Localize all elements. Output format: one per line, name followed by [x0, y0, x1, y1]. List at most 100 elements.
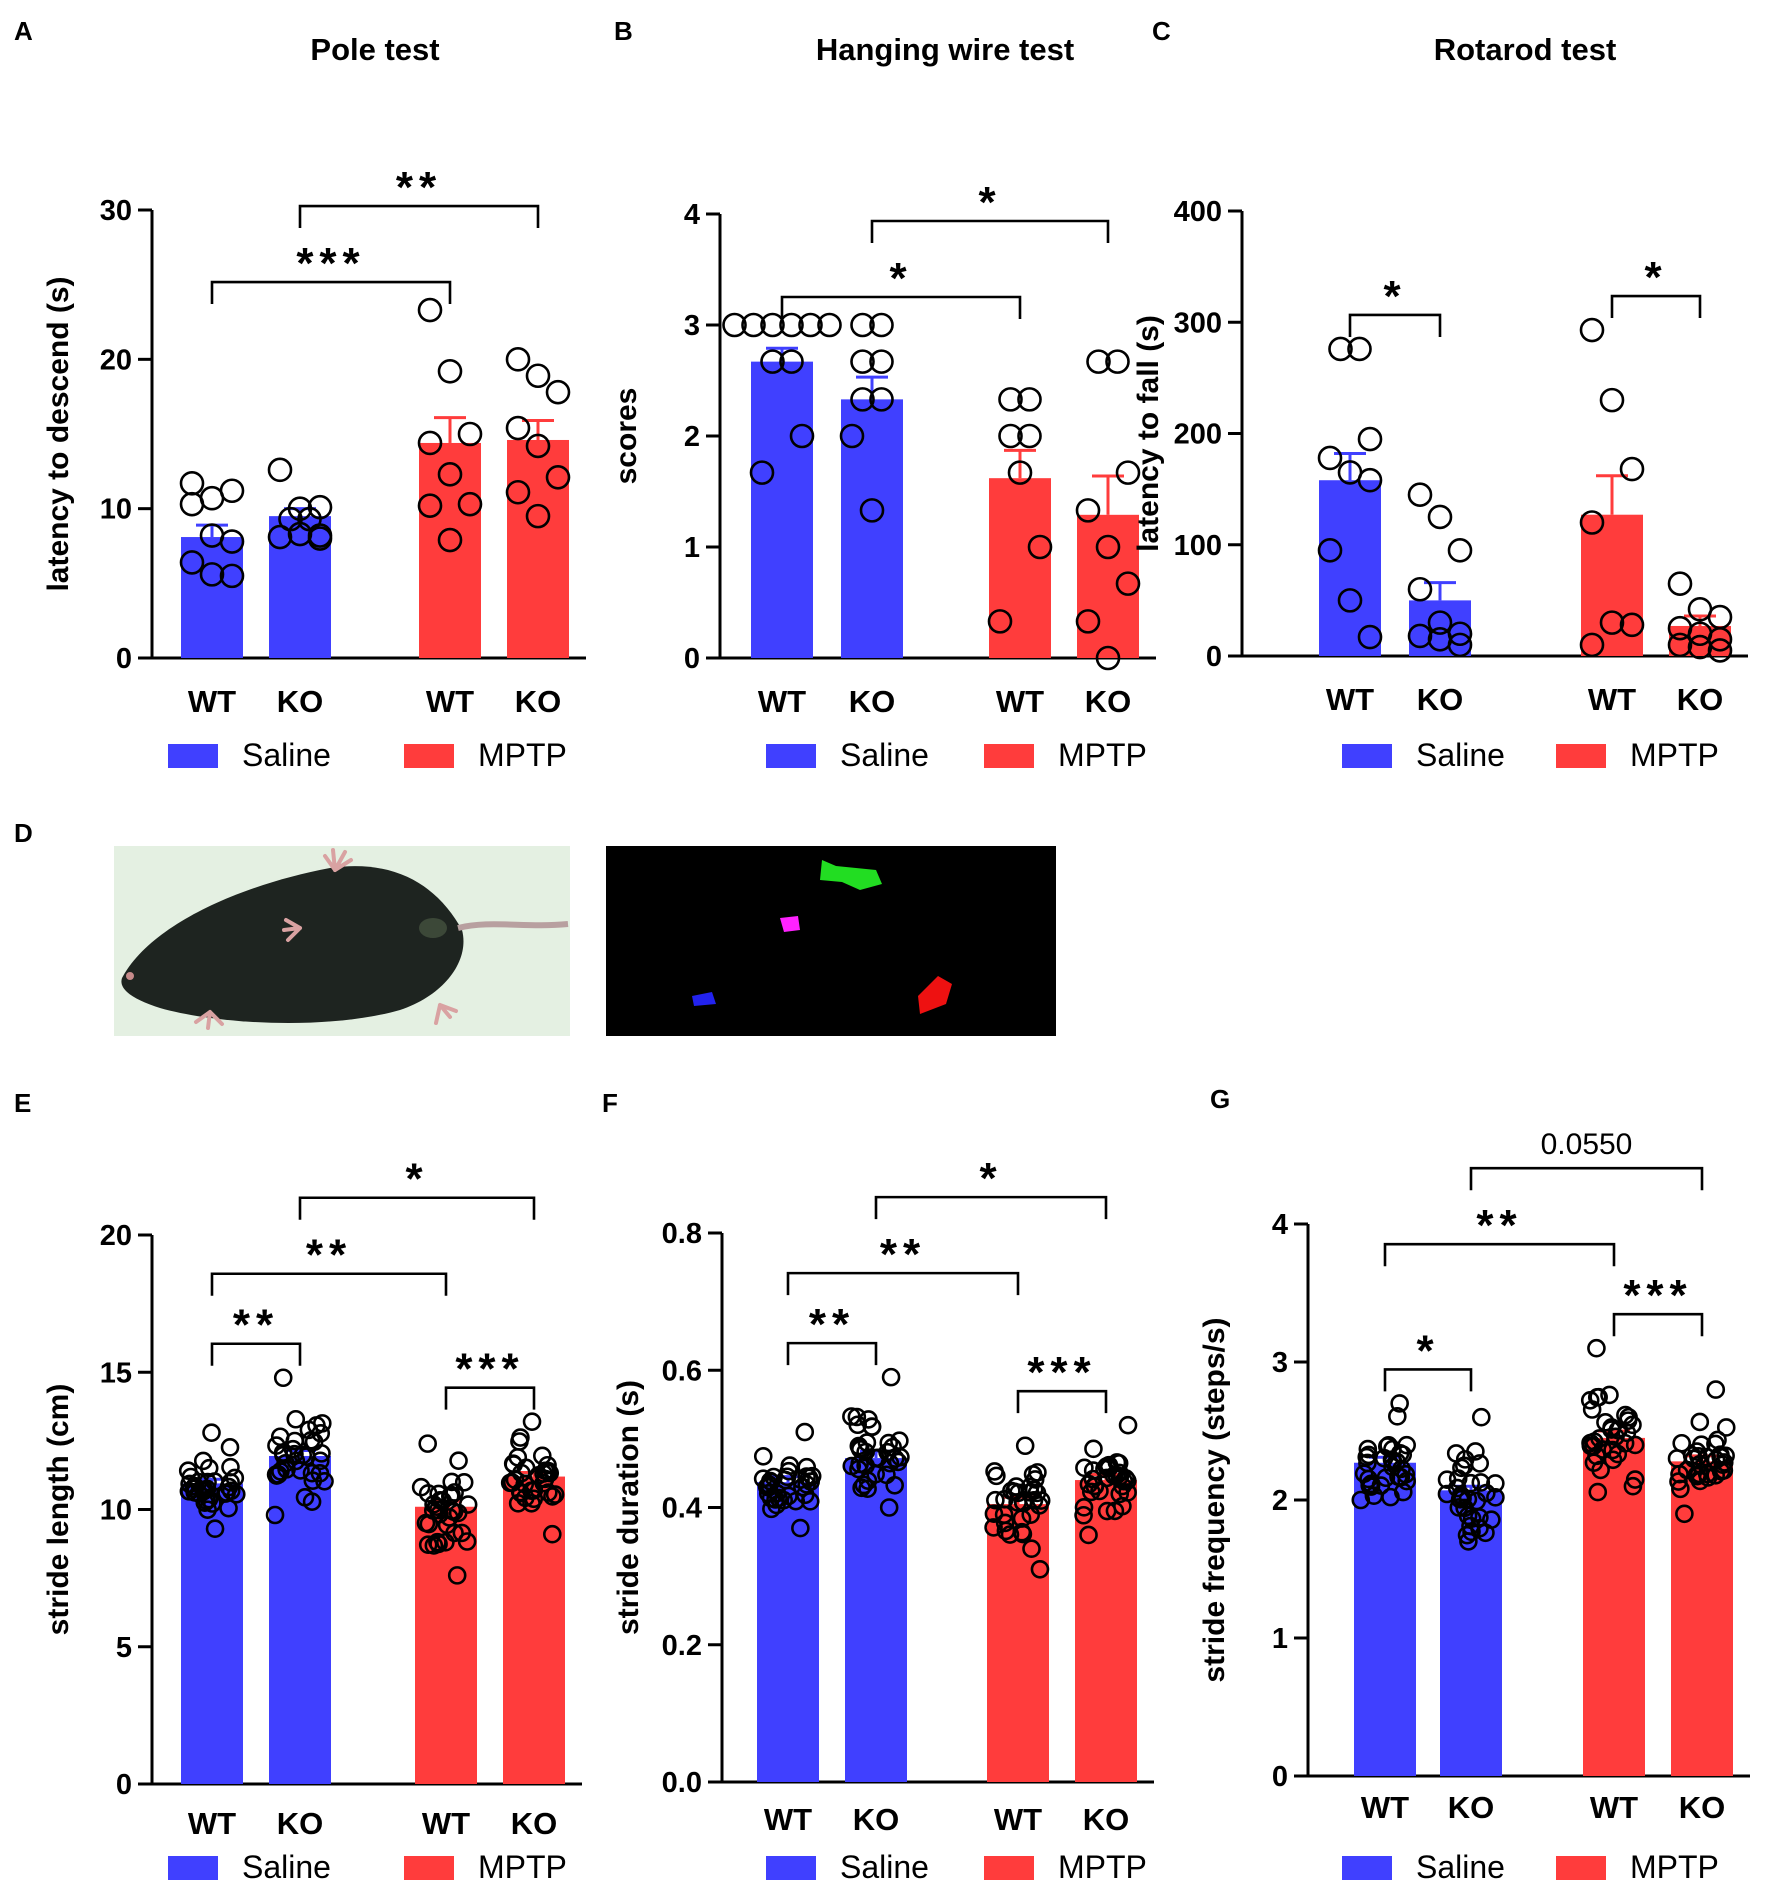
data-point: [753, 1446, 773, 1466]
bar: [507, 439, 569, 658]
data-point: [195, 1493, 215, 1512]
data-point: [1074, 1505, 1093, 1525]
significance-label: **: [880, 1230, 926, 1279]
data-point: [302, 1463, 322, 1483]
bar: [181, 1483, 243, 1784]
data-point: [1022, 1539, 1041, 1559]
data-point: [1079, 1525, 1098, 1545]
significance-bracket: [1383, 1242, 1616, 1267]
data-point: [1603, 1450, 1623, 1470]
data-point: [219, 478, 245, 504]
bar: [1075, 1480, 1137, 1782]
data-point: [842, 1407, 861, 1426]
data-point: [800, 1492, 820, 1511]
data-point: [1587, 1338, 1606, 1358]
y-tick-label: 3: [684, 310, 700, 342]
data-point: [180, 1474, 199, 1494]
data-point: [1358, 1439, 1378, 1459]
data-point: [987, 609, 1013, 634]
data-point: [220, 1438, 240, 1457]
y-tick-label: 0: [116, 643, 132, 675]
y-axis-label: stride duration (s): [612, 1380, 645, 1635]
significance-label: 0.0550: [1541, 1128, 1633, 1161]
panel-letter: F: [602, 1088, 618, 1118]
significance-label: *: [978, 178, 1001, 227]
data-point: [1482, 1510, 1501, 1529]
legend-swatch-saline: [1342, 1856, 1392, 1880]
data-point: [1590, 1429, 1609, 1448]
legend-swatch-mptp: [404, 1856, 454, 1880]
legend-label-mptp: MPTP: [1058, 737, 1147, 773]
data-point: [850, 387, 875, 412]
data-point: [542, 1524, 562, 1544]
y-tick-label: 0.2: [662, 1630, 702, 1662]
legend-label-saline: Saline: [840, 737, 929, 773]
data-point: [312, 1414, 332, 1433]
data-point: [985, 1462, 1004, 1481]
data-point: [1361, 1474, 1381, 1494]
data-point: [1588, 1482, 1608, 1502]
data-point: [442, 1472, 462, 1492]
data-point: [879, 1433, 899, 1453]
mouse-photo: [114, 846, 570, 1036]
x-tick-label: KO: [515, 684, 562, 719]
data-point: [1707, 638, 1733, 663]
y-tick-label: 0.0: [662, 1767, 702, 1799]
x-tick-label: KO: [511, 1806, 558, 1841]
data-point: [760, 312, 785, 338]
data-point: [315, 1471, 334, 1491]
data-point: [1687, 634, 1713, 660]
data-point: [179, 470, 205, 496]
data-point: [1603, 1440, 1622, 1460]
data-point: [1105, 349, 1130, 374]
data-point: [1447, 632, 1473, 658]
y-tick-label: 3: [1272, 1347, 1288, 1379]
data-point: [1013, 1524, 1033, 1544]
data-point: [1716, 1418, 1736, 1437]
data-point: [515, 1488, 535, 1508]
x-tick-label: WT: [1326, 682, 1374, 717]
data-point: [1115, 571, 1141, 596]
y-tick-label: 200: [1174, 419, 1222, 451]
significance-label: *: [979, 1154, 1002, 1203]
bar: [989, 478, 1051, 658]
panel-letter: B: [614, 16, 633, 46]
y-tick-label: 1: [684, 532, 700, 564]
data-point: [1006, 1477, 1026, 1496]
data-point: [994, 1505, 1014, 1524]
y-tick-label: 0.8: [662, 1218, 702, 1250]
significance-bracket: [1016, 1389, 1108, 1414]
data-point: [779, 1461, 799, 1481]
data-point: [850, 349, 875, 374]
bar: [1319, 480, 1381, 656]
bar: [503, 1476, 565, 1784]
data-point: [1427, 504, 1453, 530]
x-tick-label: KO: [1085, 684, 1132, 719]
data-point: [1027, 534, 1053, 560]
panel-letter-d: D: [14, 818, 33, 848]
data-point: [885, 1449, 905, 1468]
data-point: [1075, 609, 1101, 634]
data-point: [545, 379, 571, 405]
y-tick-label: 100: [1174, 530, 1222, 562]
significance-bracket: [874, 1195, 1108, 1220]
data-point: [534, 1473, 553, 1493]
data-point: [437, 527, 463, 553]
data-point: [1107, 1453, 1127, 1472]
data-point: [1461, 1516, 1480, 1536]
data-point: [1579, 632, 1605, 658]
data-point: [1023, 1465, 1043, 1484]
significance-label: *: [1416, 1326, 1439, 1375]
data-point: [1449, 1498, 1469, 1517]
data-point: [1358, 1453, 1377, 1473]
chart-a: A Pole test 0 10 20 30 latency to descend (s) W…: [14, 16, 586, 773]
x-tick-label: WT: [188, 1806, 236, 1841]
data-point: [267, 1436, 286, 1455]
x-tick-label: KO: [853, 1802, 900, 1837]
data-point: [779, 312, 804, 338]
data-point: [850, 312, 875, 338]
data-point: [199, 562, 225, 587]
data-point: [1667, 632, 1693, 658]
paw-front-left: [780, 916, 800, 932]
